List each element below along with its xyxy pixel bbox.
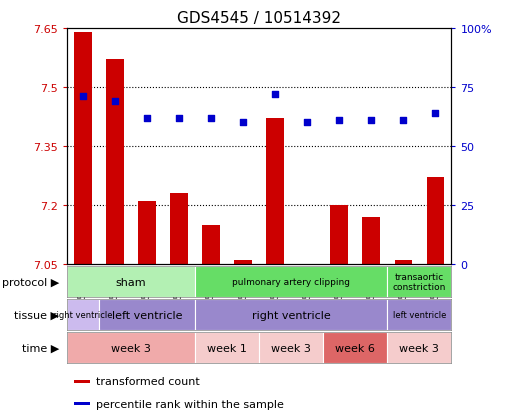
Bar: [387, 299, 451, 330]
Bar: [234, 261, 252, 264]
Point: [431, 110, 440, 117]
Bar: [67, 266, 195, 297]
Bar: [299, 264, 316, 268]
Text: week 3: week 3: [111, 343, 151, 353]
Point: [239, 120, 247, 126]
Text: right ventricle: right ventricle: [53, 311, 112, 319]
Text: week 3: week 3: [271, 343, 311, 353]
Bar: [138, 202, 155, 264]
Bar: [74, 403, 90, 405]
Bar: [195, 299, 387, 330]
Bar: [74, 380, 90, 383]
Text: tissue ▶: tissue ▶: [14, 310, 59, 320]
Text: right ventricle: right ventricle: [252, 310, 330, 320]
Text: transaortic
constriction: transaortic constriction: [392, 272, 446, 292]
Bar: [394, 261, 412, 264]
Bar: [74, 33, 91, 264]
Bar: [98, 299, 195, 330]
Text: protocol ▶: protocol ▶: [2, 277, 59, 287]
Bar: [170, 194, 188, 264]
Bar: [259, 332, 323, 363]
Bar: [363, 217, 380, 264]
Text: time ▶: time ▶: [22, 343, 59, 353]
Point: [143, 115, 151, 122]
Point: [175, 115, 183, 122]
Point: [335, 117, 343, 124]
Bar: [67, 299, 98, 330]
Bar: [323, 332, 387, 363]
Bar: [195, 266, 387, 297]
Text: percentile rank within the sample: percentile rank within the sample: [95, 399, 283, 409]
Text: transformed count: transformed count: [95, 377, 199, 387]
Point: [271, 92, 279, 98]
Text: week 3: week 3: [400, 343, 439, 353]
Point: [111, 99, 119, 105]
Bar: [266, 119, 284, 264]
Title: GDS4545 / 10514392: GDS4545 / 10514392: [177, 12, 341, 26]
Point: [207, 115, 215, 122]
Bar: [202, 225, 220, 264]
Bar: [387, 266, 451, 297]
Text: week 6: week 6: [336, 343, 375, 353]
Text: sham: sham: [115, 277, 146, 287]
Bar: [67, 332, 195, 363]
Point: [78, 94, 87, 100]
Bar: [106, 60, 124, 264]
Bar: [427, 178, 444, 264]
Point: [303, 120, 311, 126]
Text: left ventricle: left ventricle: [112, 310, 182, 320]
Bar: [387, 332, 451, 363]
Bar: [330, 205, 348, 264]
Point: [367, 117, 376, 124]
Point: [399, 117, 407, 124]
Text: week 1: week 1: [207, 343, 247, 353]
Text: pulmonary artery clipping: pulmonary artery clipping: [232, 278, 350, 286]
Text: left ventricle: left ventricle: [392, 311, 446, 319]
Bar: [195, 332, 259, 363]
